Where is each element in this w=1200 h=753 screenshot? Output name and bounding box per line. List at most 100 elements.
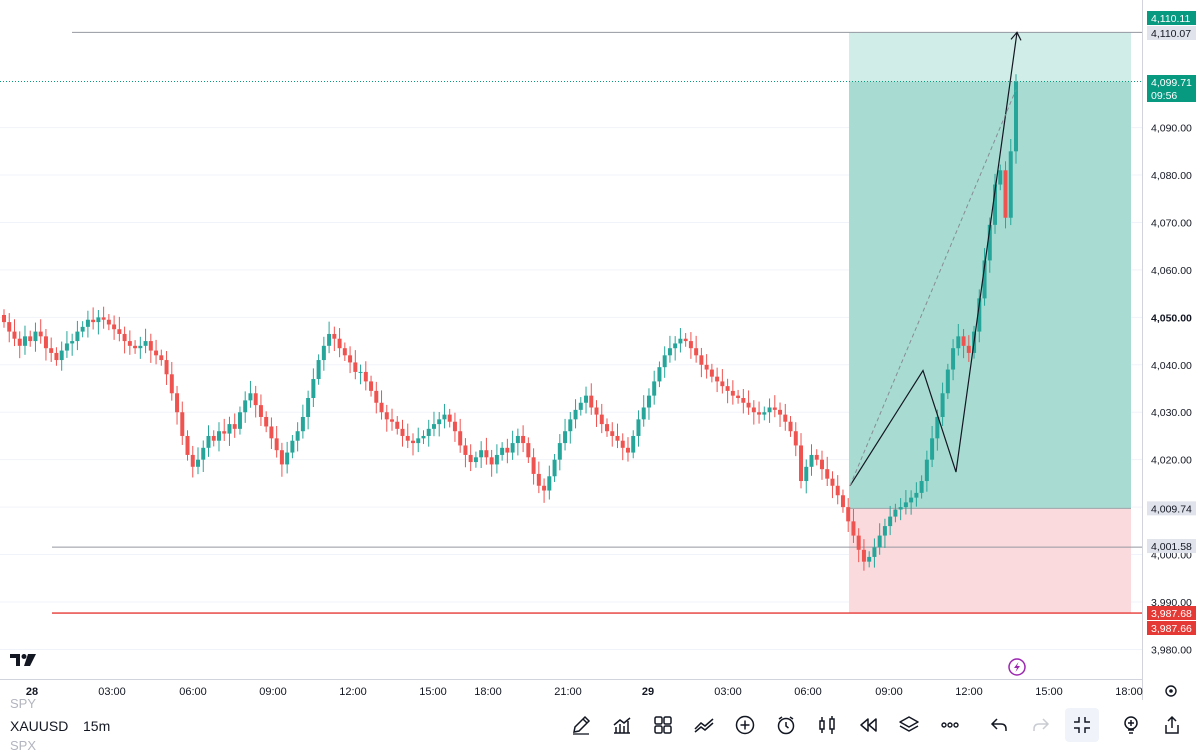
replay-icon[interactable] xyxy=(855,712,881,738)
candle-body xyxy=(940,393,945,417)
candle-body xyxy=(846,507,851,522)
candle-body xyxy=(730,390,735,396)
candle-body xyxy=(201,447,206,460)
candle-body xyxy=(33,331,38,342)
candle-body xyxy=(678,338,683,344)
indicators-icon[interactable] xyxy=(609,712,635,738)
candle-body xyxy=(290,440,295,453)
candle-body xyxy=(521,435,526,444)
layout-icon[interactable] xyxy=(650,712,676,738)
candle-body xyxy=(584,395,589,403)
compare-icon[interactable] xyxy=(691,712,717,738)
candle-body xyxy=(59,350,64,361)
candle-body xyxy=(12,331,17,339)
candle-body xyxy=(861,549,866,562)
draw-icon[interactable] xyxy=(568,712,594,738)
flash-icon[interactable] xyxy=(1008,658,1026,676)
candle-body xyxy=(757,412,762,415)
candle-body xyxy=(7,322,12,332)
candle-body xyxy=(227,424,232,434)
candle-body xyxy=(348,355,353,363)
x-tick-label: 09:00 xyxy=(259,686,287,698)
candle-body xyxy=(515,435,520,444)
projection-path xyxy=(849,31,1022,487)
candle-body xyxy=(966,345,971,353)
profit-zone xyxy=(849,81,1131,509)
candle-body xyxy=(594,407,599,415)
candle-body xyxy=(112,324,117,330)
redo-icon[interactable] xyxy=(1028,712,1054,738)
candle-body xyxy=(264,416,269,427)
candle-body xyxy=(919,481,924,493)
candle-body xyxy=(977,298,982,332)
candle-body xyxy=(720,381,725,387)
candle-body xyxy=(185,435,190,455)
candle-body xyxy=(573,409,578,420)
candle-body xyxy=(190,454,195,467)
candle-body xyxy=(945,369,950,394)
add-icon[interactable] xyxy=(732,712,758,738)
undo-icon[interactable] xyxy=(986,712,1012,738)
candle-body xyxy=(426,428,431,436)
candle-body xyxy=(709,369,714,377)
price-axis[interactable]: 3,980.003,990.004,000.004,010.004,020.00… xyxy=(1151,123,1192,657)
candle-body xyxy=(175,393,180,413)
candle-body xyxy=(311,379,316,399)
candle-body xyxy=(253,393,258,406)
candle-body xyxy=(2,314,6,323)
x-tick-label: 03:00 xyxy=(98,686,126,698)
candle-body xyxy=(447,414,452,422)
candle-body xyxy=(851,521,856,536)
share-icon[interactable] xyxy=(1159,712,1185,738)
candle-body xyxy=(96,317,101,323)
candle-body xyxy=(898,507,903,510)
candle-body xyxy=(799,445,804,482)
candles xyxy=(2,74,1018,571)
candle-body xyxy=(363,371,368,382)
candle-body xyxy=(914,492,919,498)
candle-body xyxy=(657,367,662,382)
collapse-icon[interactable] xyxy=(1065,708,1099,742)
symbol-label[interactable]: XAUUSD xyxy=(10,718,69,734)
price-badge-stop-a-bg xyxy=(1147,606,1196,620)
candle-body xyxy=(43,336,48,349)
interval-label[interactable]: 15m xyxy=(83,718,111,734)
candle-body xyxy=(736,395,741,399)
time-axis[interactable]: 28 03:00 06:00 09:00 12:00 15:00 18:00 21:00 29 0… xyxy=(26,686,1143,698)
y-tick-label: 3,980.00 xyxy=(1151,644,1192,656)
chart-canvas[interactable]: 3,980.003,990.004,000.004,010.004,020.00… xyxy=(0,0,1200,700)
candle-body xyxy=(987,224,992,261)
settings-icon[interactable] xyxy=(1165,685,1177,697)
candle-body xyxy=(536,473,541,486)
candle-body xyxy=(746,402,751,408)
candle-body xyxy=(825,469,830,479)
idea-icon[interactable] xyxy=(1118,712,1144,738)
layers-icon[interactable] xyxy=(896,712,922,738)
more-icon[interactable] xyxy=(937,712,963,738)
x-tick-label: 12:00 xyxy=(339,686,367,698)
candle-body xyxy=(652,381,657,396)
candle-body xyxy=(154,350,159,356)
projection-line xyxy=(849,32,1018,487)
alert-icon[interactable] xyxy=(773,712,799,738)
candle-body xyxy=(206,435,211,448)
candle-body xyxy=(699,355,704,365)
candle-body xyxy=(704,364,709,370)
candle-body xyxy=(390,419,395,422)
candle-type-icon[interactable] xyxy=(814,712,840,738)
candle-body xyxy=(196,459,201,467)
candle-body xyxy=(321,345,326,361)
candle-body xyxy=(531,457,536,474)
candle-body xyxy=(683,338,688,342)
candle-body xyxy=(38,331,43,337)
candle-body xyxy=(615,435,620,441)
candle-body xyxy=(956,336,961,349)
candle-body xyxy=(327,333,332,346)
candle-body xyxy=(395,421,400,429)
candle-body xyxy=(867,556,872,562)
y-tick-label: 4,050.00 xyxy=(1151,312,1192,324)
candle-body xyxy=(751,407,756,413)
candle-body xyxy=(379,402,384,413)
price-badge-countdown: 09:56 xyxy=(1151,90,1177,102)
candle-body xyxy=(631,435,636,453)
